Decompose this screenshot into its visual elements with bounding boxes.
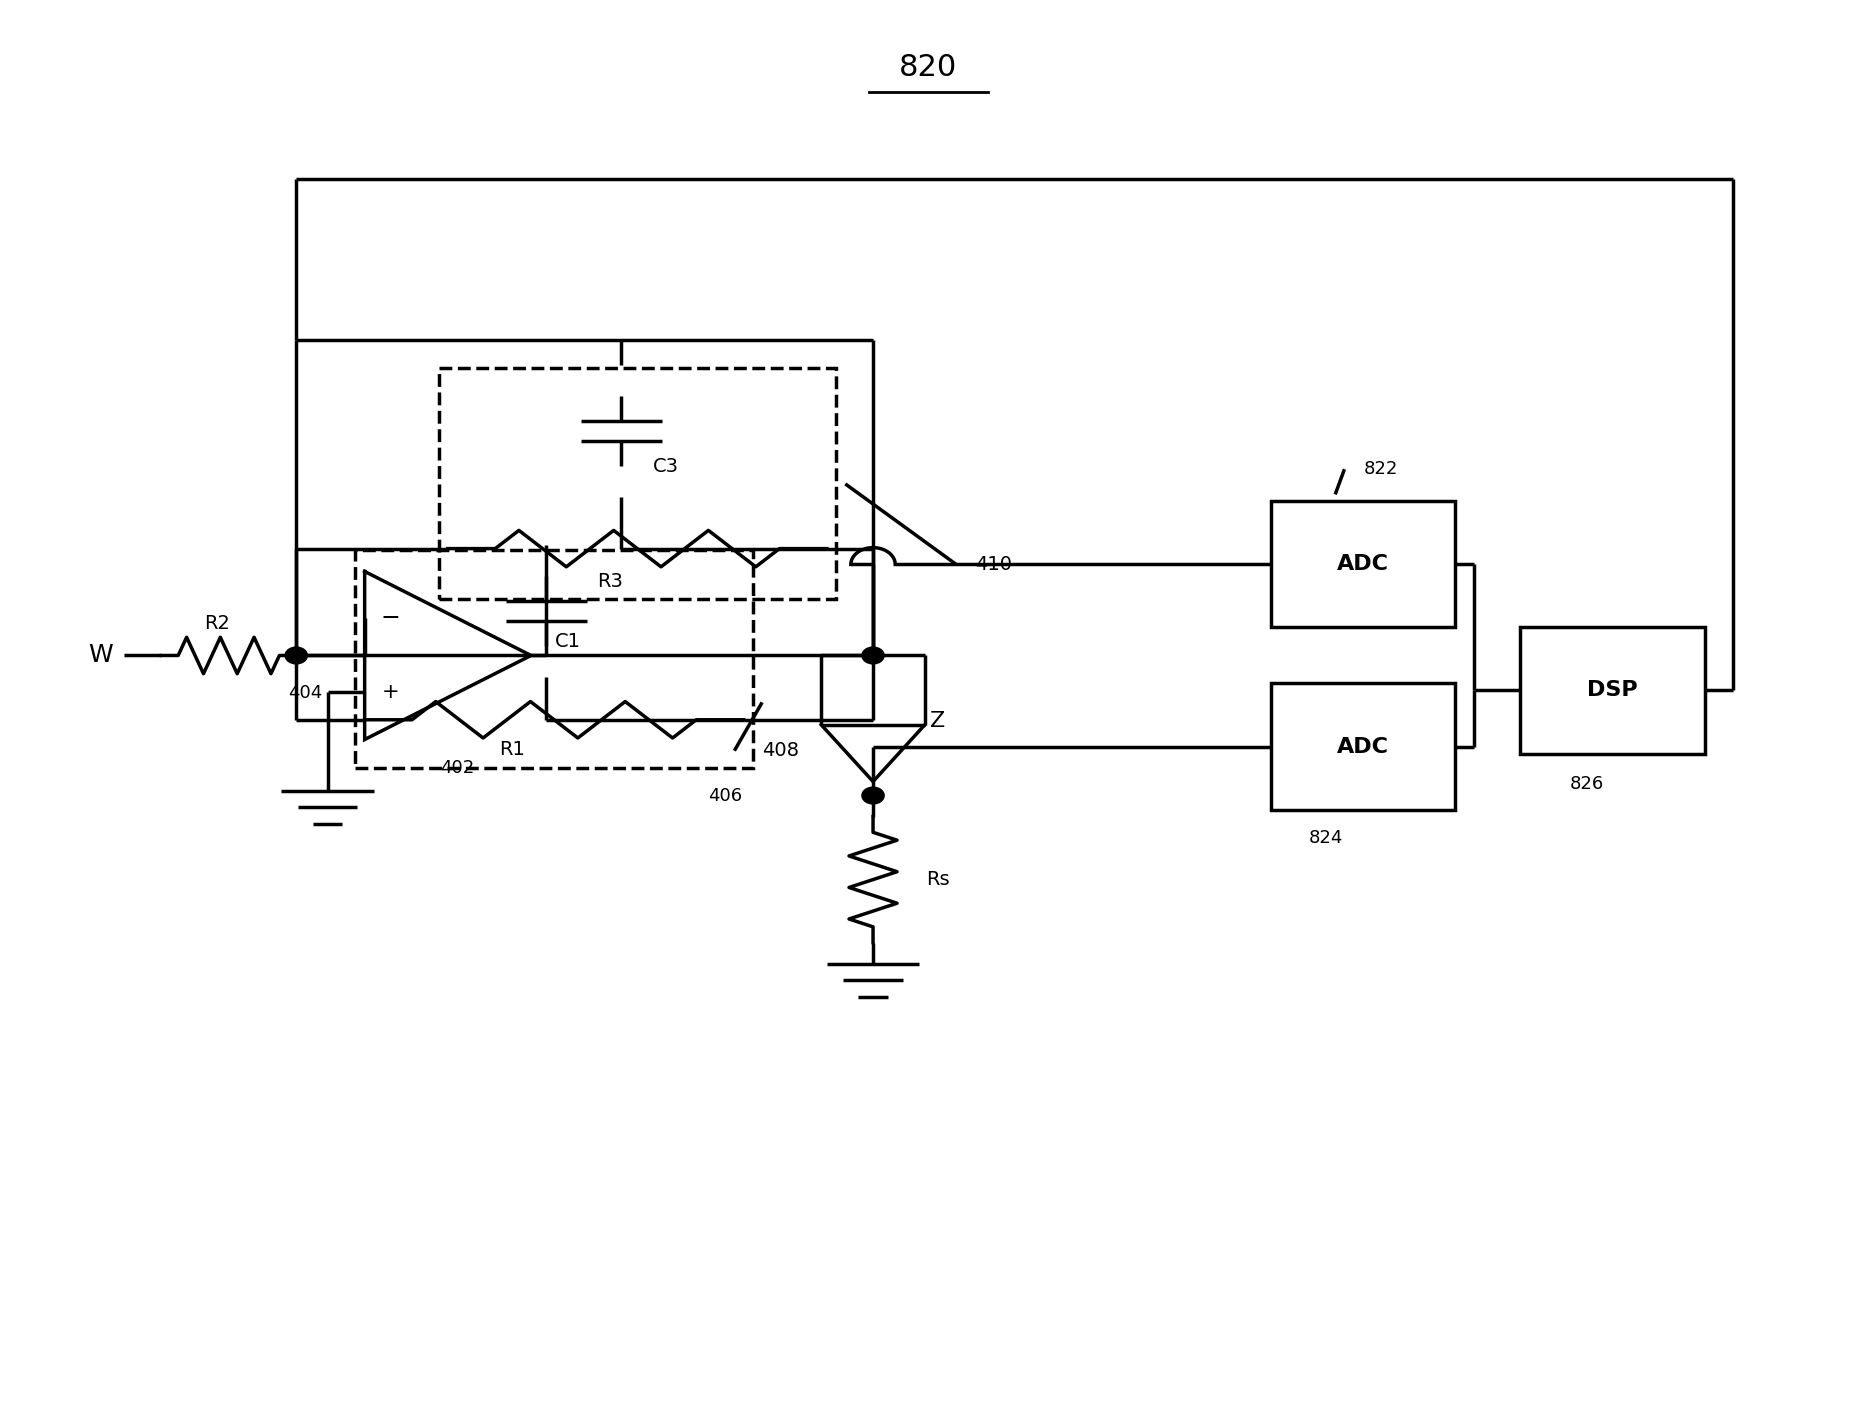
Text: 410: 410: [975, 555, 1012, 573]
Text: C3: C3: [654, 457, 680, 476]
Text: 406: 406: [708, 786, 743, 805]
Text: DSP: DSP: [1588, 681, 1638, 700]
Circle shape: [862, 788, 884, 805]
Bar: [355, 551, 752, 768]
Bar: [438, 368, 836, 599]
Text: R3: R3: [598, 572, 624, 590]
Text: 402: 402: [440, 758, 474, 776]
Text: +: +: [383, 682, 399, 703]
Text: 408: 408: [761, 741, 799, 761]
Text: 820: 820: [899, 52, 958, 82]
Bar: [1270, 683, 1456, 810]
Bar: [1270, 502, 1456, 627]
Text: Z: Z: [930, 712, 945, 731]
Text: 826: 826: [1569, 775, 1604, 793]
Circle shape: [862, 647, 884, 664]
Text: 824: 824: [1309, 828, 1343, 847]
Text: 822: 822: [1365, 461, 1398, 478]
Text: −: −: [381, 606, 401, 630]
Text: ADC: ADC: [1337, 737, 1389, 757]
Text: R2: R2: [204, 614, 230, 633]
Text: R1: R1: [500, 740, 526, 759]
Text: ADC: ADC: [1337, 554, 1389, 575]
Bar: [1521, 627, 1705, 754]
Text: W: W: [87, 644, 113, 668]
Text: Rs: Rs: [927, 871, 949, 889]
Circle shape: [286, 647, 308, 664]
Text: C1: C1: [555, 633, 581, 651]
Text: 404: 404: [288, 685, 323, 702]
